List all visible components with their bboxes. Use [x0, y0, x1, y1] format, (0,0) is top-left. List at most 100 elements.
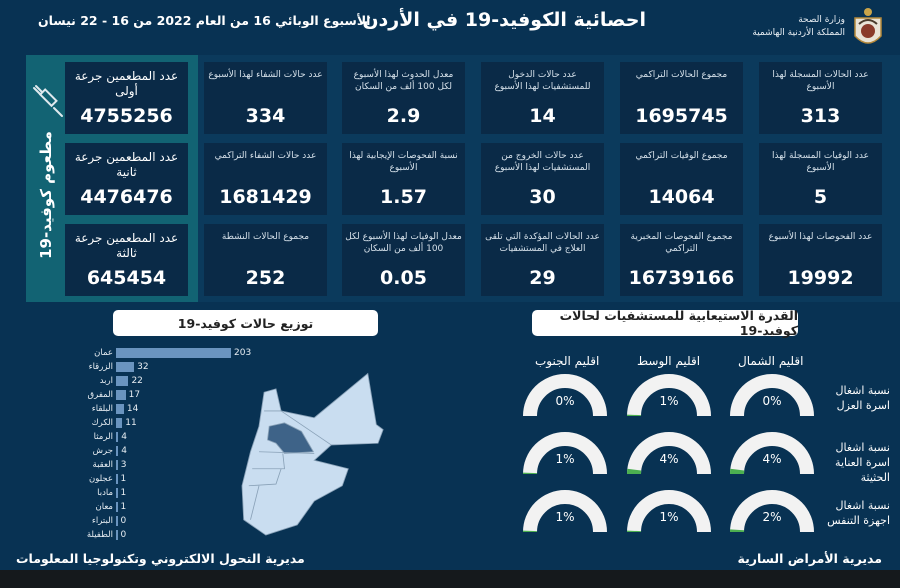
occupancy-gauge: 0% [521, 372, 609, 418]
bar-row: عمان 203 [40, 347, 251, 359]
stat-card-active-cases: مجموع الحالات النشطة 252 [204, 224, 327, 296]
occupancy-gauge: 1% [625, 488, 713, 534]
bar [116, 362, 135, 372]
bar [116, 516, 118, 526]
gauge-percent: 1% [555, 510, 575, 524]
gauge-percent: 4% [659, 452, 679, 466]
stat-card-hospital-admissions: عدد حالات الدخول للمستشفيات لهذا الأسبوع… [481, 62, 604, 134]
header: احصائية الكوفيد-19 في الأردن الأسبوع الو… [0, 0, 900, 48]
week-subtitle: الأسبوع الوبائي 16 من العام 2022 من 16 -… [38, 13, 371, 28]
distribution-title: توزيع حالات كوفيد-19 [113, 310, 378, 336]
stat-card-death-rate: معدل الوفيات لهذا الأسبوع لكل 100 ألف من… [342, 224, 465, 296]
occupancy-gauge: 0% [728, 372, 816, 418]
occupancy-gauge: 1% [625, 372, 713, 418]
bar-row: الزرقاء 32 [40, 361, 149, 373]
gauge-percent: 1% [659, 394, 679, 408]
bar-row: معان 1 [40, 501, 126, 513]
bar [116, 376, 129, 386]
governorate-label: العقبة [92, 460, 113, 470]
capacity-title: القدرة الاستيعابية للمستشفيات لحالات كوف… [532, 308, 798, 338]
vaccine-card-dose1: عدد المطعمين جرعة أولى 4755256 [65, 62, 188, 134]
bar-value: 0 [120, 516, 127, 526]
footer-communicable-diseases: مديرية الأمراض السارية [737, 551, 882, 566]
page-title: احصائية الكوفيد-19 في الأردن [362, 9, 646, 31]
stat-card-cumulative-recoveries: عدد حالات الشفاء التراكمي 1681429 [204, 143, 327, 215]
governorate-label: جرش [92, 446, 113, 456]
bottom-strip [0, 570, 900, 588]
gauge-percent: 0% [762, 394, 782, 408]
region-south-label: اقليم الجنوب [535, 354, 600, 368]
bar-value: 22 [131, 376, 143, 386]
bar-row: اربد 22 [40, 375, 143, 387]
bar-value: 3 [120, 460, 127, 470]
bar-value: 1 [120, 474, 127, 484]
bar-row: مادبا 1 [40, 487, 126, 499]
bar-value: 1 [120, 502, 127, 512]
bar [116, 474, 118, 484]
stat-card-cumulative-cases: مجموع الحالات التراكمي 1695745 [620, 62, 743, 134]
bar-value: 1 [120, 488, 127, 498]
governorate-label: المفرق [87, 390, 113, 400]
bar [116, 348, 231, 358]
vaccine-card-dose2: عدد المطعمين جرعة ثانية 4476476 [65, 143, 188, 215]
stat-card-cumulative-tests: مجموع الفحوصات المخبرية التراكمي 1673916… [620, 224, 743, 296]
governorate-label: الزرقاء [88, 362, 113, 372]
bar [116, 446, 119, 456]
region-central-label: اقليم الوسط [637, 354, 701, 368]
bar-value: 14 [126, 404, 139, 414]
bar-row: البتراء 0 [40, 515, 126, 527]
stat-card-hospitalized-cases: عدد الحالات المؤكدة التي تلقى العلاج في … [481, 224, 604, 296]
bar-value: 0 [120, 530, 127, 540]
bar [116, 530, 118, 540]
bar [116, 390, 126, 400]
bar-value: 203 [234, 348, 252, 358]
ministry-line2: المملكة الأردنية الهاشمية [752, 28, 845, 38]
stat-card-weekly-tests: عدد الفحوصات لهذا الأسبوع 19992 [759, 224, 882, 296]
ventilators-label: نسبة اشغال اجهزة التنفس [827, 499, 890, 527]
governorate-label: معان [95, 502, 114, 512]
governorate-label: اربد [99, 376, 113, 386]
occupancy-gauge: 4% [728, 430, 816, 476]
stat-card-weekly-recoveries: عدد حالات الشفاء لهذا الأسبوع 334 [204, 62, 327, 134]
vaccine-card-dose3: عدد المطعمين جرعة ثالثة 645454 [65, 224, 188, 296]
region-north-label: اقليم الشمال [738, 354, 804, 368]
stat-card-incidence-rate: معدل الحدوث لهذا الأسبوع لكل 100 ألف من … [342, 62, 465, 134]
gauge-percent: 2% [762, 510, 782, 524]
gauge-percent: 1% [555, 452, 575, 466]
gauge-percent: 4% [762, 452, 782, 466]
isolation-beds-label: نسبة اشغال اسرة العزل [835, 384, 890, 412]
bar-row: المفرق 17 [40, 389, 140, 401]
bar-row: جرش 4 [40, 445, 127, 457]
bar-row: عجلون 1 [40, 473, 126, 485]
bar-row: الطفيلة 0 [40, 529, 126, 541]
governorate-label: البلقاء [91, 404, 113, 414]
syringe-icon [33, 85, 63, 117]
vaccine-panel-label: مطعوم كوفيد-19 [37, 131, 56, 259]
bar-row: الكرك 11 [40, 417, 137, 429]
stat-card-cumulative-deaths: مجموع الوفيات التراكمي 14064 [620, 143, 743, 215]
bar-value: 32 [137, 362, 149, 372]
stat-card-hospital-discharges: عدد حالات الخروج من المستشفيات لهذا الأس… [481, 143, 604, 215]
governorate-label: الطفيلة [86, 530, 113, 540]
occupancy-gauge: 1% [521, 430, 609, 476]
ministry-name: وزارة الصحة المملكة الأردنية الهاشمية [752, 14, 845, 40]
governorate-label: عجلون [88, 474, 113, 484]
occupancy-gauge: 1% [521, 488, 609, 534]
gauge-percent: 1% [659, 510, 679, 524]
bar-row: البلقاء 14 [40, 403, 138, 415]
stat-card-weekly-deaths: عدد الوفيات المسجلة لهذا الأسبوع 5 [759, 143, 882, 215]
bar-value: 17 [128, 390, 141, 400]
footer-it-directorate: مديرية التحول الالكتروني وتكنولوجيا المع… [16, 551, 305, 566]
bar-value: 4 [121, 432, 127, 442]
gauge-percent: 0% [555, 394, 575, 408]
bar [116, 432, 119, 442]
bar-value: 4 [121, 446, 127, 456]
governorate-label: مادبا [97, 488, 113, 498]
bar [116, 404, 124, 414]
icu-beds-label: نسبة اشغال اسرة العناية الحثيثة [835, 441, 890, 484]
governorate-label: عمان [94, 348, 113, 358]
stat-card-positivity-rate: نسبة الفحوصات الإيجابية لهذا الأسبوع 1.5… [342, 143, 465, 215]
bar [116, 488, 118, 498]
bar-value: 11 [125, 418, 137, 428]
map-outline [241, 372, 384, 536]
